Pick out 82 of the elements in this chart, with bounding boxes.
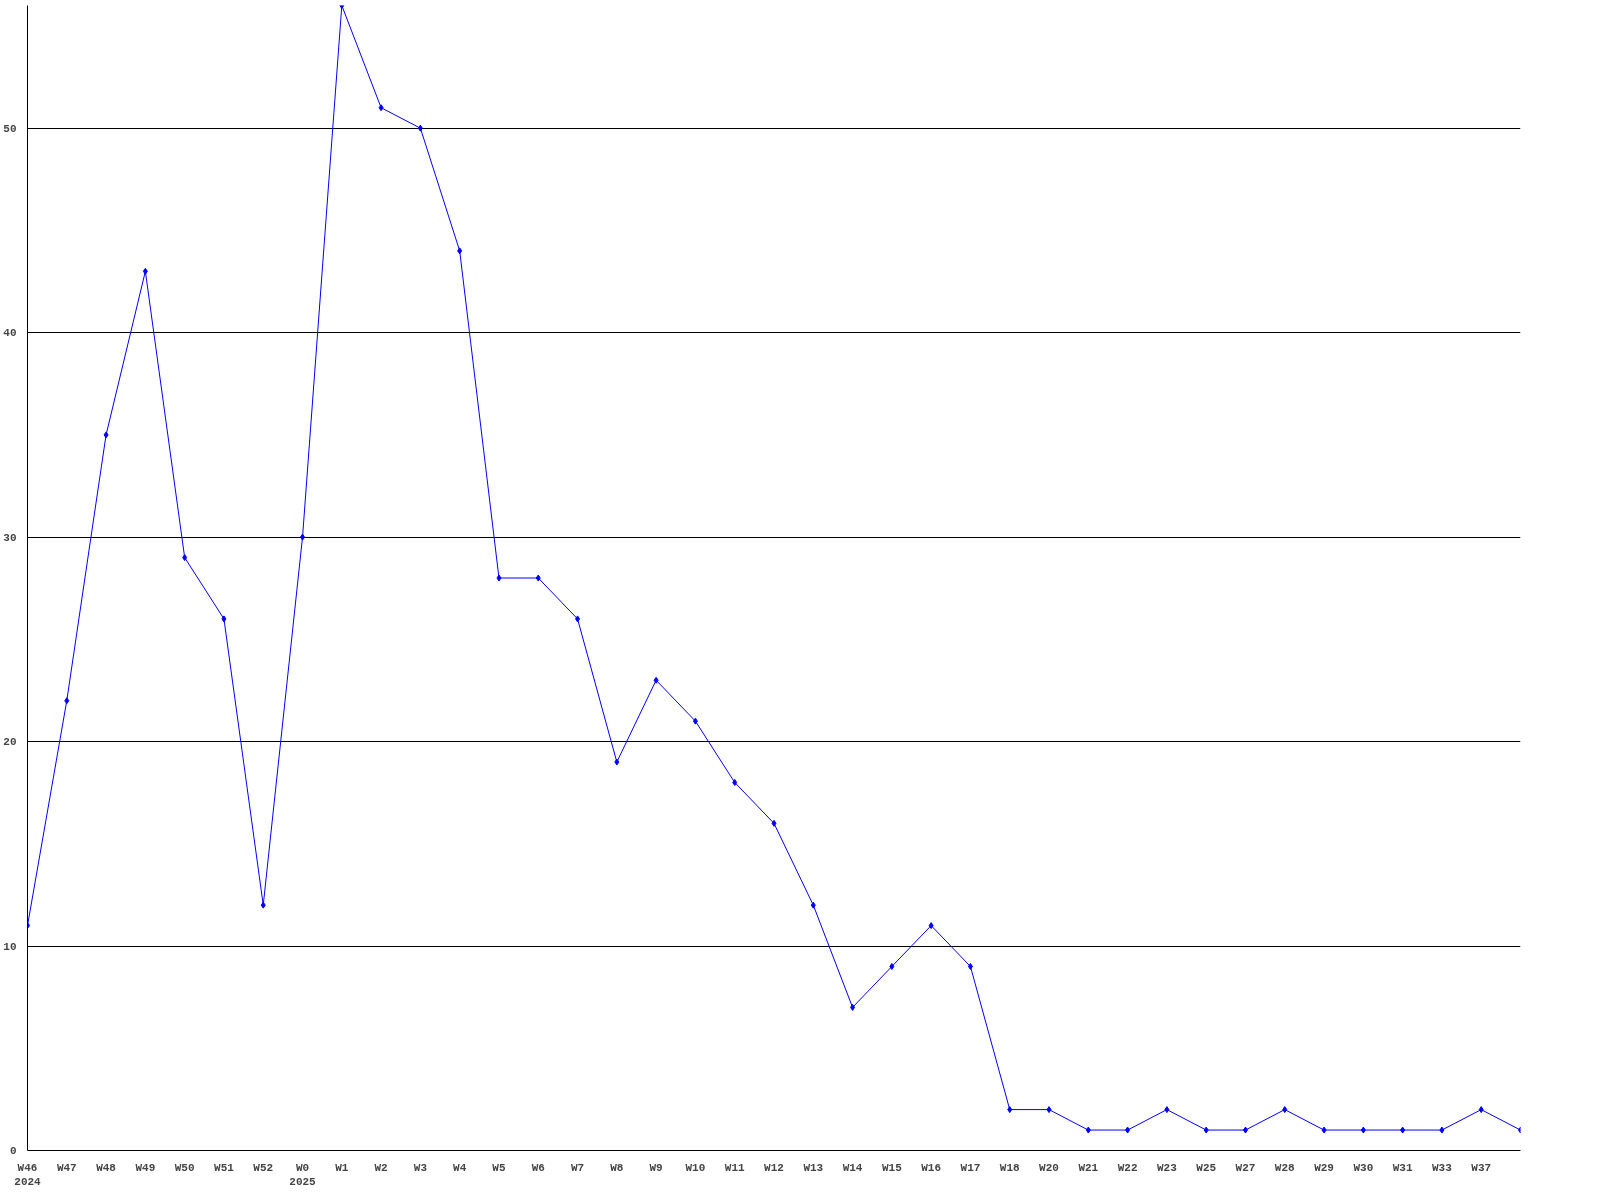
point <box>810 901 816 909</box>
x-tick-label: W48 <box>96 1161 117 1174</box>
point <box>457 247 463 255</box>
x-tick-label: W6 <box>531 1161 545 1174</box>
x-tick-label: W1 <box>335 1161 349 1174</box>
y-tick-label: 20 <box>3 736 17 749</box>
x-tick-label: W37 <box>1471 1161 1492 1174</box>
x-tick-label: W21 <box>1078 1161 1099 1174</box>
y-tick-label: 10 <box>3 940 17 953</box>
point <box>64 697 70 705</box>
x-tick-label: W46 2024 <box>14 1161 42 1188</box>
point <box>417 124 423 132</box>
point <box>535 574 541 582</box>
point <box>300 533 306 541</box>
x-tick-label: W30 <box>1353 1161 1374 1174</box>
x-tick-label: W16 <box>921 1161 942 1174</box>
point <box>1046 1106 1052 1114</box>
x-tick-label: W11 <box>724 1161 746 1174</box>
x-tick-label: W3 <box>413 1161 428 1174</box>
x-tick-label: W8 <box>610 1161 624 1174</box>
x-tick-label: W13 <box>803 1161 824 1174</box>
x-tick-label: W22 <box>1117 1161 1138 1174</box>
x-tick-label: W20 <box>1039 1161 1059 1174</box>
point <box>771 819 777 827</box>
y-tick-label: 0 <box>9 1145 17 1157</box>
point <box>850 1003 856 1011</box>
x-tick-label: W4 <box>453 1161 467 1174</box>
point <box>653 676 659 684</box>
point <box>182 554 188 562</box>
point <box>1360 1126 1366 1134</box>
x-tick-label: W52 <box>253 1161 274 1174</box>
x-tick-label: W47 <box>56 1161 77 1174</box>
x-tick-label: W2 <box>374 1161 388 1174</box>
x-tick-label: W27 <box>1235 1161 1256 1174</box>
point <box>1164 1106 1170 1114</box>
x-tick-label: W31 <box>1392 1161 1413 1174</box>
y-tick-label: 40 <box>3 327 17 340</box>
x-tick-label: W5 <box>492 1161 506 1174</box>
point <box>1400 1126 1406 1134</box>
y-tick-label: 50 <box>3 122 17 135</box>
point <box>692 717 698 725</box>
point <box>1125 1126 1131 1134</box>
x-tick-label: W28 <box>1274 1161 1296 1174</box>
x-tick-label: W14 <box>842 1161 863 1174</box>
x-tick-label: W25 <box>1196 1161 1217 1174</box>
x-tick-label: W23 <box>1156 1161 1178 1174</box>
point <box>1203 1126 1209 1134</box>
x-tick-label: W29 <box>1314 1161 1334 1174</box>
x-tick-label: W33 <box>1432 1161 1453 1174</box>
point <box>103 431 109 439</box>
line-series <box>27 5 1521 1134</box>
x-tick-label: W50 <box>174 1161 195 1174</box>
point <box>1282 1106 1288 1114</box>
point <box>967 962 973 970</box>
point <box>614 758 620 766</box>
point <box>1321 1126 1327 1134</box>
x-tick-label: W0 2025 <box>289 1161 317 1188</box>
x-tick-label: W51 <box>214 1161 235 1174</box>
point <box>732 778 738 786</box>
point <box>142 267 148 275</box>
point <box>928 922 934 930</box>
point <box>889 962 895 970</box>
point <box>1007 1106 1013 1114</box>
x-tick-label: W17 <box>960 1161 981 1174</box>
x-tick-label: W9 <box>649 1161 663 1174</box>
point <box>1242 1126 1248 1134</box>
point <box>1478 1106 1484 1114</box>
x-tick-label: W7 <box>570 1161 585 1174</box>
x-tick-label: W10 <box>685 1161 706 1174</box>
x-tick-label: W49 <box>135 1161 156 1174</box>
point <box>260 901 266 909</box>
point <box>1085 1126 1091 1134</box>
point <box>378 104 384 112</box>
point <box>575 615 581 623</box>
x-tick-label: W18 <box>999 1161 1021 1174</box>
x-tick-label: W12 <box>764 1161 784 1174</box>
point <box>221 615 227 623</box>
point <box>496 574 502 582</box>
x-tick-label: W15 <box>881 1161 903 1174</box>
point <box>339 5 345 9</box>
y-tick-label: 30 <box>3 531 17 544</box>
point <box>1439 1126 1445 1134</box>
